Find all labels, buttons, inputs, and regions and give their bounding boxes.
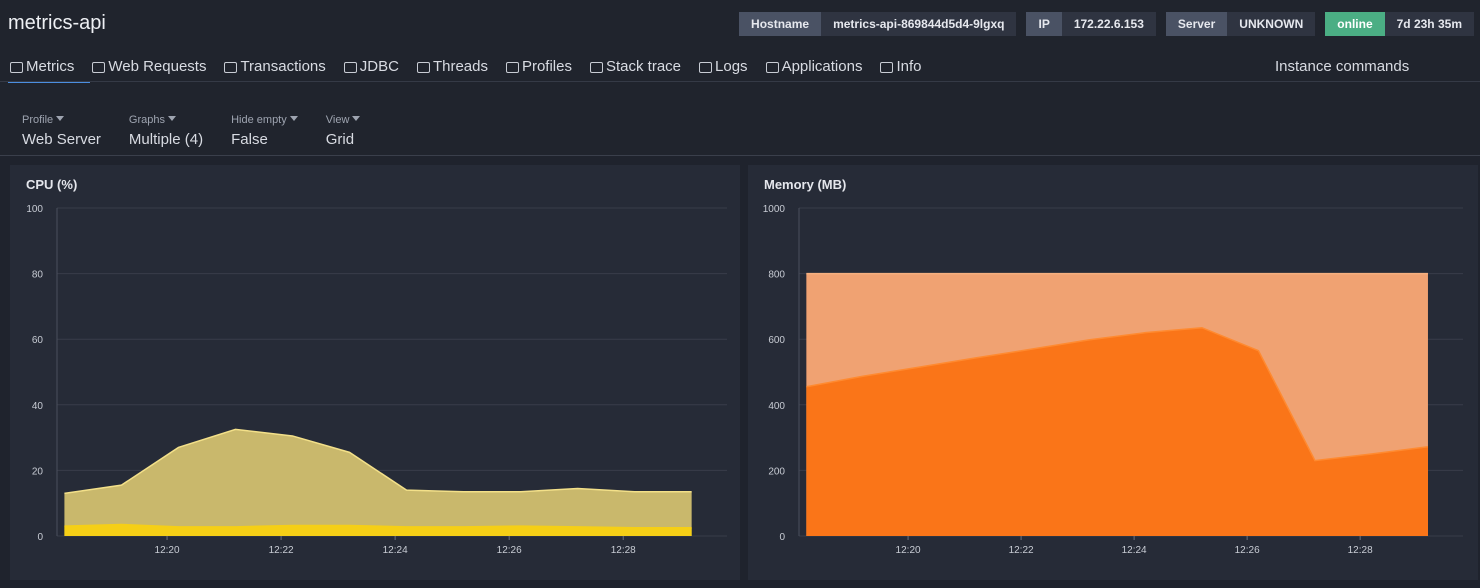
- chart: Memory (MB) 0 200 400 600 800 1000 12:20 12:22 12…: [748, 165, 1478, 580]
- y-tick-label: 0: [37, 532, 43, 543]
- x-tick-label: 12:28: [1348, 545, 1373, 556]
- badge: ServerUNKNOWN: [1166, 12, 1315, 36]
- area: [64, 429, 691, 536]
- badge-label: Hostname: [739, 12, 821, 36]
- filter-label: Profile: [22, 114, 101, 126]
- x-tick-label: 12:26: [497, 545, 522, 556]
- tab[interactable]: Metrics: [8, 54, 90, 83]
- badge-label: online: [1325, 12, 1384, 36]
- badge: online7d 23h 35m: [1325, 12, 1474, 36]
- tab[interactable]: Threads: [415, 54, 504, 83]
- y-tick-label: 1000: [763, 204, 786, 215]
- chart-panel: CPU (%) 0 20 40 60 80 100 12:20 12:22 12:24 12:26 1…: [10, 165, 740, 580]
- chart: CPU (%) 0 20 40 60 80 100 12:20 12:22 12:24 12:26 1…: [10, 165, 740, 580]
- filter-value: False: [231, 131, 298, 148]
- filter[interactable]: Graphs Multiple (4): [129, 114, 203, 148]
- y-tick-label: 600: [768, 335, 785, 346]
- y-tick-label: 200: [768, 466, 785, 477]
- y-tick-label: 60: [32, 335, 44, 346]
- x-tick-label: 12:24: [383, 545, 408, 556]
- badges: Hostnamemetrics-api-869844d5d4-9lgxq IP1…: [739, 12, 1474, 36]
- x-tick-label: 12:20: [896, 545, 921, 556]
- tab[interactable]: Web Requests: [90, 54, 222, 83]
- tab[interactable]: Transactions: [222, 54, 341, 83]
- x-tick-label: 12:22: [269, 545, 294, 556]
- y-tick-label: 40: [32, 401, 44, 412]
- chart-panel: Memory (MB) 0 200 400 600 800 1000 12:20 12:22 12…: [748, 165, 1478, 580]
- header: metrics-api Hostnamemetrics-api-869844d5…: [0, 0, 1480, 156]
- badge-value: UNKNOWN: [1227, 12, 1315, 36]
- filters: Profile Web Server Graphs Multiple (4) Hide …: [22, 114, 360, 148]
- app-title[interactable]: metrics-api: [8, 12, 106, 35]
- x-tick-label: 12:26: [1235, 545, 1260, 556]
- badge: IP172.22.6.153: [1026, 12, 1155, 36]
- tab[interactable]: JDBC: [342, 54, 415, 83]
- badge-label: Server: [1166, 12, 1227, 36]
- y-tick-label: 80: [32, 270, 44, 281]
- y-tick-label: 800: [768, 270, 785, 281]
- y-tick-label: 100: [26, 204, 43, 215]
- tab[interactable]: Applications: [764, 54, 879, 83]
- filter-value: Multiple (4): [129, 131, 203, 148]
- filter[interactable]: Hide empty False: [231, 114, 298, 148]
- y-tick-label: 400: [768, 401, 785, 412]
- filter[interactable]: Profile Web Server: [22, 114, 101, 148]
- y-tick-label: 20: [32, 466, 44, 477]
- tab[interactable]: Logs: [697, 54, 764, 83]
- instance-commands[interactable]: Instance commands: [1275, 58, 1409, 75]
- filter-label: Graphs: [129, 114, 203, 126]
- divider: [0, 81, 1480, 82]
- filter-value: Web Server: [22, 131, 101, 148]
- badge-value: 172.22.6.153: [1062, 12, 1156, 36]
- badge: Hostnamemetrics-api-869844d5d4-9lgxq: [739, 12, 1016, 36]
- chart-title: Memory (MB): [764, 177, 846, 192]
- x-tick-label: 12:24: [1122, 545, 1147, 556]
- x-tick-label: 12:28: [611, 545, 636, 556]
- badge-label: IP: [1026, 12, 1061, 36]
- x-tick-label: 12:22: [1009, 545, 1034, 556]
- tabs: MetricsWeb RequestsTransactionsJDBCThrea…: [8, 54, 937, 83]
- tab[interactable]: Stack trace: [588, 54, 697, 83]
- filter[interactable]: View Grid: [326, 114, 361, 148]
- badge-value: metrics-api-869844d5d4-9lgxq: [821, 12, 1016, 36]
- filter-label: Hide empty: [231, 114, 298, 126]
- filter-value: Grid: [326, 131, 361, 148]
- chart-title: CPU (%): [26, 177, 77, 192]
- filter-label: View: [326, 114, 361, 126]
- tab[interactable]: Profiles: [504, 54, 588, 83]
- badge-value: 7d 23h 35m: [1385, 12, 1474, 36]
- y-tick-label: 0: [779, 532, 785, 543]
- tab[interactable]: Info: [878, 54, 937, 83]
- x-tick-label: 12:20: [155, 545, 180, 556]
